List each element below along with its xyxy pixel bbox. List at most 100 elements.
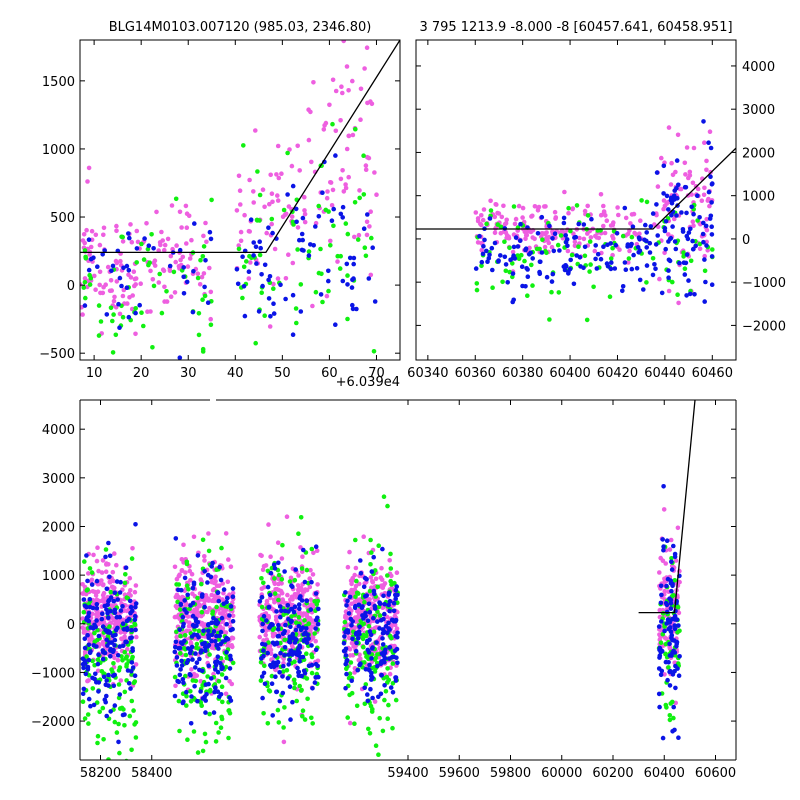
data-point [311,80,316,85]
data-point [195,698,200,704]
data-point [390,661,396,666]
data-point [516,203,522,209]
data-point [276,572,282,578]
data-point [682,160,688,166]
data-point [270,230,275,236]
data-point [259,656,264,661]
data-point [524,266,529,271]
data-point [309,546,315,552]
data-point [287,634,293,639]
data-point [680,227,686,232]
data-point [84,654,89,659]
data-point [104,713,109,719]
data-point [655,184,661,189]
data-point [604,218,610,223]
data-point [124,655,129,661]
data-point [81,597,87,602]
data-point [293,627,299,633]
data-point [95,661,101,667]
data-point [607,294,613,300]
data-point [479,247,485,253]
data-point [613,242,619,248]
data-point [499,214,505,220]
data-point [389,585,395,591]
data-point [162,242,168,248]
data-point [128,593,133,598]
data-point [292,604,298,609]
data-point [197,282,203,287]
data-point [218,725,224,730]
data-point [373,576,379,582]
data-point [368,575,374,580]
data-point [313,289,319,295]
data-point [658,600,664,606]
data-point [502,239,507,244]
data-point [511,253,516,258]
x-tick-label: 60440 [644,366,685,381]
data-point [671,715,676,721]
data-point [344,671,349,677]
data-point [639,198,644,203]
data-point [279,581,284,586]
data-point [671,593,676,598]
data-point [95,668,101,674]
top-right-series-green [474,198,715,323]
data-point [473,266,479,271]
data-point [576,221,581,227]
data-point [126,267,132,273]
data-point [657,632,662,637]
data-point [94,602,100,607]
data-point [106,599,111,604]
data-point [684,252,690,257]
data-point [185,592,190,598]
data-point [84,227,89,233]
data-point [113,332,119,338]
top-right-frame [415,39,737,361]
data-point [226,735,231,741]
data-point [537,269,542,275]
data-point [676,673,682,678]
data-point [377,613,383,618]
data-point [94,618,99,623]
data-point [368,562,373,567]
data-point [176,587,181,593]
data-point [261,670,267,676]
data-point [657,570,662,575]
data-point [80,691,86,696]
data-point [177,355,183,360]
data-point [111,661,116,666]
data-point [676,300,681,306]
data-point [697,246,703,252]
data-point [688,258,694,264]
data-point [110,673,116,678]
data-point [663,636,669,641]
data-point [690,238,695,244]
data-point [635,245,641,250]
data-point [90,589,96,594]
data-point [100,252,105,257]
data-point [596,235,602,241]
data-point [128,275,134,280]
data-point [262,642,268,647]
data-point [117,275,123,281]
data-point [258,245,264,251]
data-point [168,294,174,300]
data-point [106,672,111,678]
data-point [368,686,373,692]
data-point [266,688,272,693]
data-point [195,275,201,281]
data-point [367,662,372,668]
data-point [96,633,102,639]
data-point [623,267,629,273]
data-point [110,649,116,654]
data-point [324,293,330,299]
data-point [267,592,273,598]
data-point [581,222,587,227]
data-point [341,40,346,44]
data-point [388,566,394,571]
data-point [270,713,276,718]
data-point [380,728,386,734]
data-point [240,254,245,259]
data-point [206,531,211,536]
data-point [362,599,367,605]
